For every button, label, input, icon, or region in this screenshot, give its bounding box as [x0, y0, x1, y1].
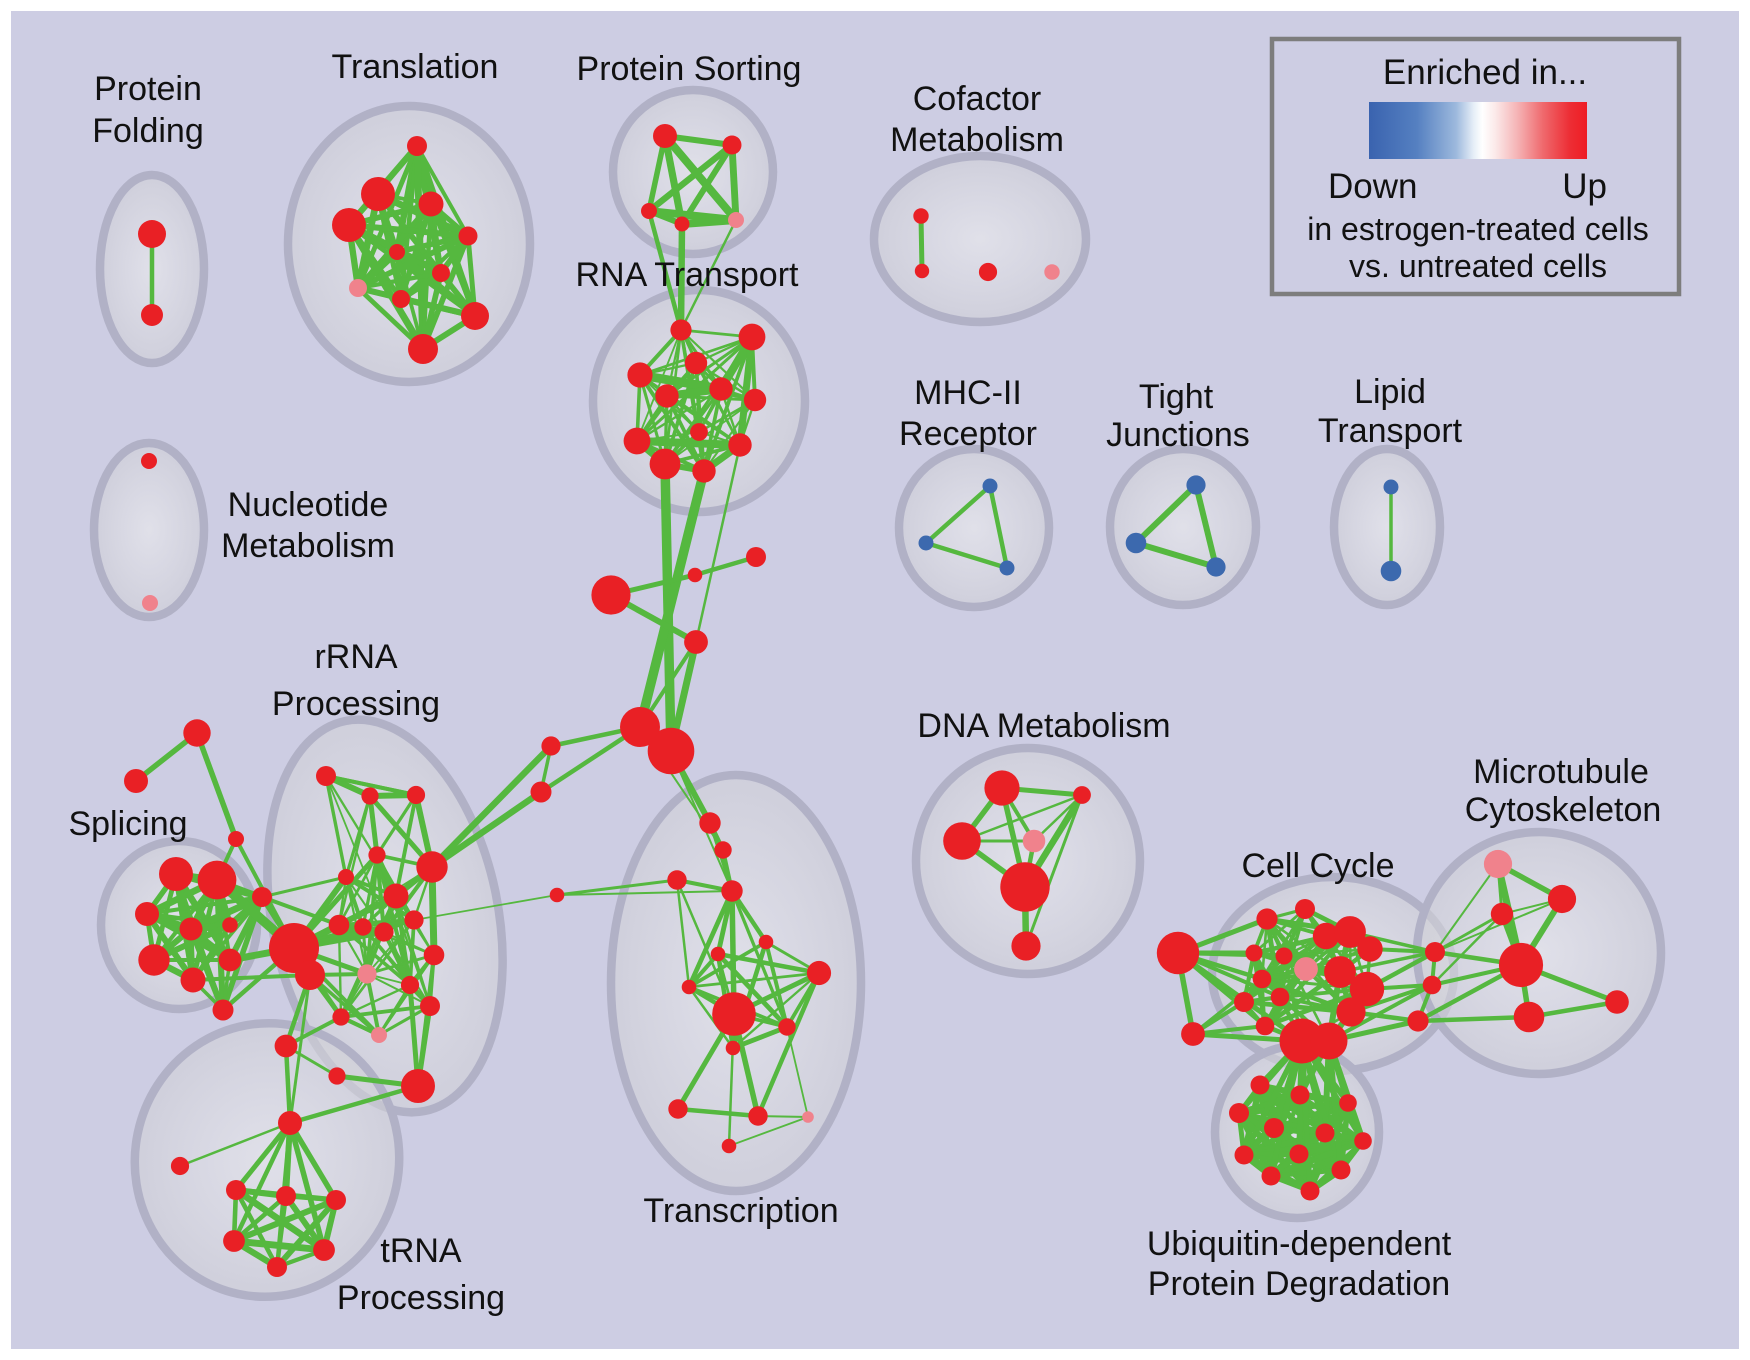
svg-text:RNA Transport: RNA Transport — [576, 256, 800, 294]
svg-text:Processing: Processing — [272, 685, 440, 723]
svg-text:Transport: Transport — [1318, 412, 1463, 450]
svg-text:rRNA: rRNA — [314, 638, 397, 676]
svg-text:Receptor: Receptor — [899, 415, 1037, 453]
svg-text:Cofactor: Cofactor — [913, 80, 1042, 118]
svg-text:Cytoskeleton: Cytoskeleton — [1465, 791, 1662, 829]
svg-text:DNA Metabolism: DNA Metabolism — [917, 707, 1170, 745]
svg-text:Protein Degradation: Protein Degradation — [1148, 1265, 1450, 1303]
svg-text:Down: Down — [1328, 167, 1417, 206]
svg-text:in estrogen-treated cells: in estrogen-treated cells — [1307, 211, 1649, 247]
svg-text:MHC-II: MHC-II — [914, 374, 1022, 412]
svg-text:tRNA: tRNA — [380, 1232, 462, 1270]
svg-text:Translation: Translation — [332, 48, 499, 86]
svg-text:Up: Up — [1562, 167, 1607, 206]
svg-text:Nucleotide: Nucleotide — [228, 486, 389, 524]
svg-text:Cell Cycle: Cell Cycle — [1241, 847, 1394, 885]
svg-text:Splicing: Splicing — [68, 805, 187, 843]
svg-text:Junctions: Junctions — [1106, 416, 1250, 454]
svg-text:Enriched in...: Enriched in... — [1383, 53, 1587, 92]
svg-text:vs. untreated cells: vs. untreated cells — [1349, 248, 1607, 284]
svg-text:Transcription: Transcription — [643, 1192, 838, 1230]
svg-text:Tight: Tight — [1139, 378, 1214, 416]
svg-text:Lipid: Lipid — [1354, 373, 1426, 411]
svg-text:Folding: Folding — [92, 112, 204, 150]
svg-text:Processing: Processing — [337, 1279, 505, 1317]
svg-text:Protein Sorting: Protein Sorting — [577, 50, 802, 88]
svg-text:Protein: Protein — [94, 70, 202, 108]
svg-text:Ubiquitin-dependent: Ubiquitin-dependent — [1147, 1225, 1452, 1263]
svg-text:Metabolism: Metabolism — [890, 121, 1064, 159]
svg-text:Microtubule: Microtubule — [1473, 753, 1649, 791]
svg-text:Metabolism: Metabolism — [221, 527, 395, 565]
